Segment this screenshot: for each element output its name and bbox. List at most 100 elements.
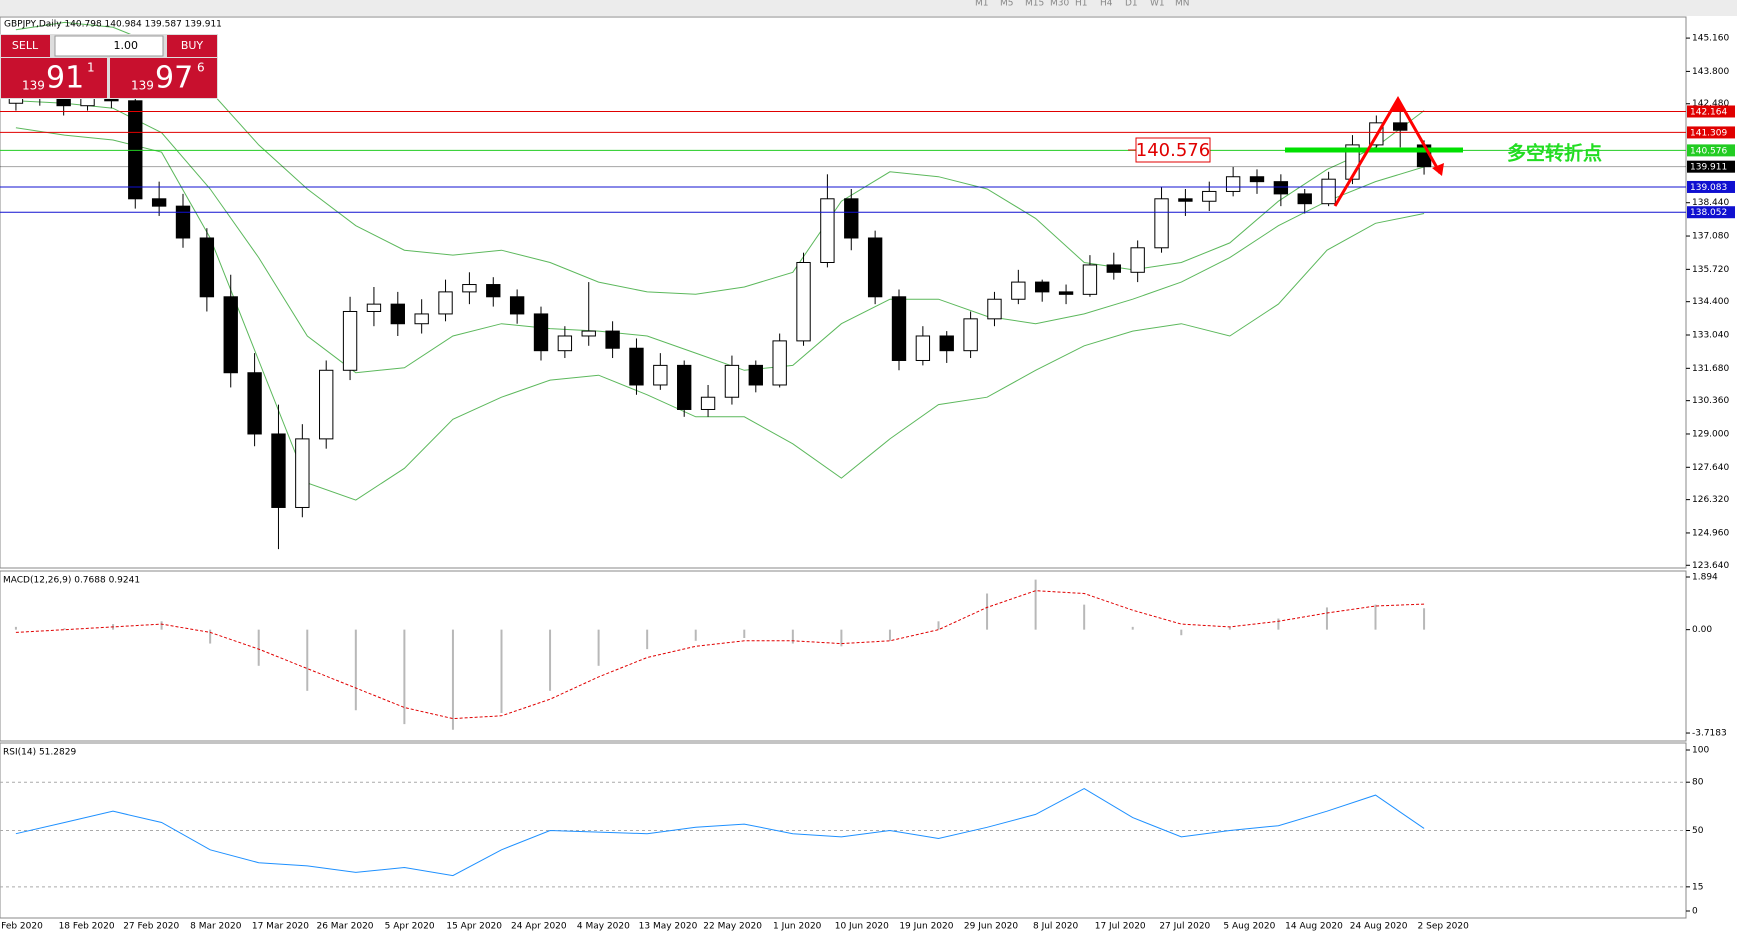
candle-body (724, 364, 740, 398)
x-tick-label: Feb 2020 (1, 922, 43, 932)
candle-body (319, 369, 334, 440)
sell-price-small: 1 (87, 61, 95, 75)
x-tick-label: 24 Apr 2020 (511, 922, 567, 932)
x-tick-label: 2 Sep 2020 (1418, 922, 1470, 932)
candle-body (1035, 281, 1050, 293)
candle-body (1082, 264, 1098, 295)
y-tick-label: 143.800 (1692, 67, 1729, 77)
macd-panel (0, 570, 1687, 742)
timeframe[interactable]: MN (1175, 0, 1190, 9)
y-tick-label: 15 (1692, 882, 1703, 892)
buy-price-main: 97 (155, 61, 193, 96)
timeframe[interactable]: D1 (1125, 0, 1138, 9)
lot-value[interactable]: 1.00 (114, 39, 139, 52)
candle-body (56, 97, 71, 107)
candle-body (366, 303, 382, 312)
y-tick-label: 127.640 (1692, 463, 1729, 473)
trade-panel: SELL 1.00 BUY 139 91 1 139 97 6 (0, 34, 218, 99)
y-tick-label: 1.894 (1692, 573, 1718, 583)
annotations: 140.576 多空转折点 (1128, 96, 1602, 207)
candle-body (1321, 178, 1336, 205)
x-tick-label: 5 Aug 2020 (1223, 922, 1275, 932)
buy-price-small: 6 (197, 61, 205, 75)
arrow-head (1432, 163, 1444, 176)
y-tick-label: 133.040 (1692, 331, 1729, 341)
candle-body (677, 364, 692, 410)
timeframe[interactable]: M1 (975, 0, 989, 9)
candle-body (414, 313, 429, 325)
bollinger-band (15, 21, 1425, 295)
y-tick-label: 138.440 (1692, 198, 1729, 208)
y-tick-label: 131.680 (1692, 364, 1729, 374)
x-tick-label: 5 Apr 2020 (385, 922, 435, 932)
price-level-tag (1687, 160, 1735, 173)
candle-body (1058, 291, 1074, 295)
timeframe[interactable]: M30 (1050, 0, 1069, 9)
x-tick-label: 27 Feb 2020 (123, 922, 179, 932)
price-level-label: 139.911 (1690, 163, 1727, 173)
timeframe[interactable]: H4 (1100, 0, 1113, 9)
y-tick-label: 0.00 (1692, 625, 1712, 635)
y-tick-label: -3.7183 (1692, 729, 1727, 739)
y-tick-label: 123.640 (1692, 561, 1729, 571)
x-tick-label: 26 Mar 2020 (316, 922, 373, 932)
timeframe[interactable]: W1 (1150, 0, 1165, 9)
candle-body (1273, 181, 1289, 195)
price-level-tag (1687, 126, 1735, 139)
candle-body (581, 330, 596, 337)
x-tick-label: 22 May 2020 (703, 922, 762, 932)
candle-body (987, 298, 1002, 320)
candle-body (939, 335, 954, 352)
y-tick-label: 142.480 (1692, 99, 1729, 109)
buy-button[interactable] (167, 35, 217, 57)
price-level-label: 138.052 (1690, 208, 1727, 218)
sell-price-box[interactable] (1, 58, 107, 98)
buy-price-big: 139 (131, 79, 154, 93)
candle-body (151, 198, 167, 207)
rsi-line (15, 788, 1425, 877)
x-tick-label: 27 Jul 2020 (1159, 922, 1210, 932)
arrow-head (1391, 97, 1404, 111)
rsi-header: RSI(14) 51.2829 (3, 748, 76, 758)
price-level-label: 139.083 (1690, 183, 1727, 193)
price-note-box (1135, 137, 1211, 163)
price-level-tag (1687, 105, 1735, 118)
candle-body (128, 100, 143, 200)
price-level-tag (1687, 180, 1735, 193)
timeframe[interactable]: M15 (1025, 0, 1044, 9)
candle-body (820, 198, 835, 263)
candle-body (1393, 122, 1408, 131)
timeframe[interactable]: M5 (1000, 0, 1014, 9)
buy-price-box[interactable] (110, 58, 217, 98)
candle-body (1011, 281, 1026, 300)
candle-body (438, 291, 453, 315)
candle-body (295, 438, 310, 508)
sell-price-main: 91 (46, 61, 84, 96)
buy-label[interactable]: BUY (181, 39, 204, 52)
bollinger-band (15, 100, 1425, 374)
candle-body (390, 303, 405, 325)
candle-body (342, 310, 358, 371)
y-tick-label: 80 (1692, 778, 1704, 788)
timeframe[interactable]: H1 (1075, 0, 1088, 9)
candle-body (605, 330, 620, 349)
x-tick-label: 1 Jun 2020 (773, 922, 822, 932)
price-level-label: 141.309 (1690, 128, 1727, 138)
sell-label[interactable]: SELL (12, 39, 39, 52)
candle-body (772, 340, 787, 386)
x-tick-label: 10 Jun 2020 (835, 922, 889, 932)
lot-input[interactable] (54, 35, 164, 57)
candle-body (844, 198, 859, 239)
candle-body (462, 284, 477, 293)
y-tick-label: 145.160 (1692, 34, 1729, 44)
y-tick-label: 134.400 (1692, 297, 1729, 307)
bollinger-band (15, 127, 1425, 501)
x-tick-label: 18 Feb 2020 (59, 922, 115, 932)
y-tick-label: 100 (1692, 746, 1709, 756)
x-tick-label: 14 Aug 2020 (1285, 922, 1343, 932)
candle-body (748, 364, 763, 386)
candle-body (509, 296, 525, 315)
candle-body (653, 364, 668, 386)
candle-body (533, 313, 549, 352)
sell-button[interactable] (1, 35, 50, 57)
